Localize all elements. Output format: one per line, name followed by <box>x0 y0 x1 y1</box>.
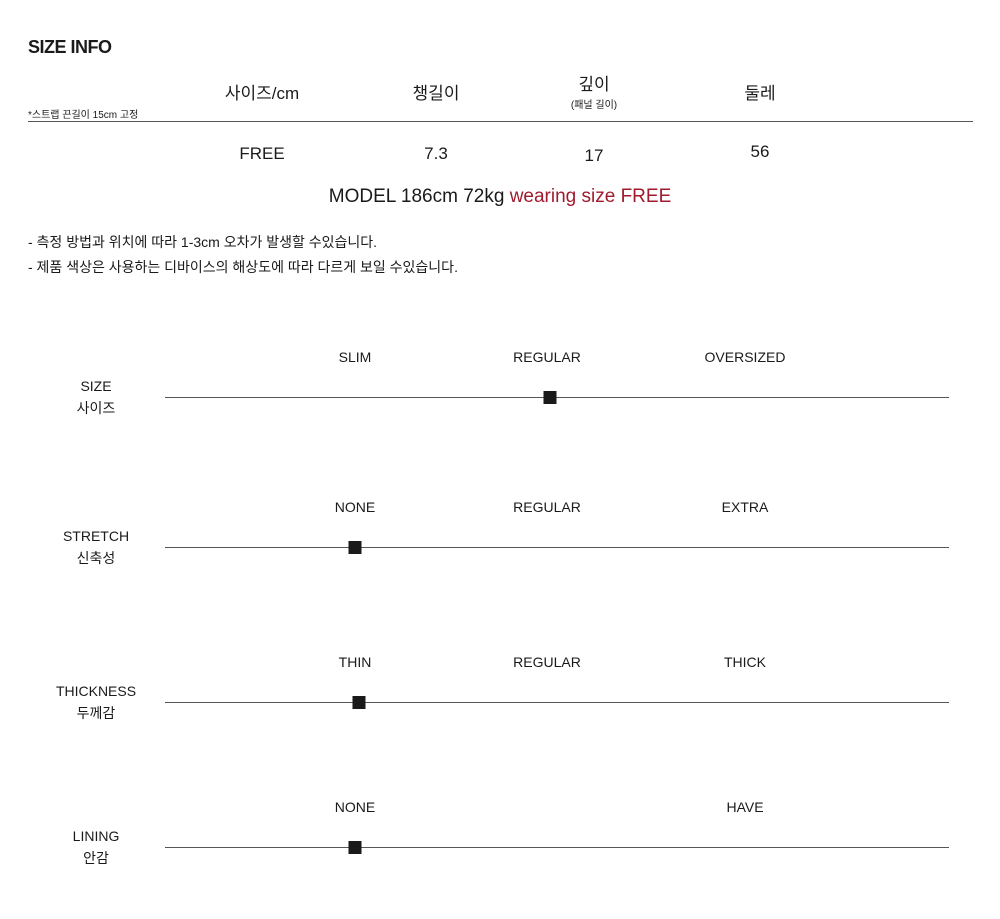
scale-name-ko: 신축성 <box>76 550 116 566</box>
page-title: SIZE INFO <box>28 37 112 57</box>
header-size: 사이즈/cm <box>225 79 299 104</box>
scale-track <box>165 547 949 548</box>
scale-name: SIZE 사이즈 <box>31 375 161 419</box>
scale-label: NONE <box>334 799 376 815</box>
scale-marker <box>543 391 557 404</box>
scale-name-ko: 두께감 <box>76 705 116 721</box>
scale-name-en: THICKNESS <box>55 683 137 699</box>
scale-name-en: LINING <box>72 828 120 844</box>
scale-stretch: STRETCH 신축성 NONE REGULAR EXTRA <box>0 499 1000 619</box>
scale-lining: LINING 안감 NONE HAVE <box>0 799 1000 919</box>
scale-thickness: THICKNESS 두께감 THIN REGULAR THICK <box>0 654 1000 774</box>
header-brim: 챙길이 <box>413 79 460 104</box>
cell-brim: 7.3 <box>424 144 448 163</box>
cell-depth: 17 <box>584 146 604 165</box>
scale-label: REGULAR <box>513 499 581 515</box>
scale-name-en: STRETCH <box>62 528 130 544</box>
scale-label: EXTRA <box>721 499 769 515</box>
disclaimer: - 측정 방법과 위치에 따라 1-3cm 오차가 발생할 수있습니다. <box>28 234 378 250</box>
scale-name-en: SIZE <box>80 378 112 394</box>
scale-marker <box>348 541 362 554</box>
scale-label: REGULAR <box>513 349 581 365</box>
cell-size: FREE <box>239 144 285 163</box>
header-circumference: 둘레 <box>744 79 775 104</box>
cell-circumference: 56 <box>750 142 770 161</box>
header-label: 사이즈/cm <box>224 84 300 103</box>
model-stats: MODEL 186cm 72kg <box>328 186 505 207</box>
scale-track <box>165 847 949 848</box>
scale-name-ko: 안감 <box>83 850 109 866</box>
scale-name: LINING 안감 <box>31 825 161 869</box>
header-depth: 깊이 (패널 길이) <box>571 70 617 111</box>
scale-label: OVERSIZED <box>704 349 786 365</box>
model-info: MODEL 186cm 72kg wearing size FREE <box>0 186 1000 208</box>
scale-marker <box>348 841 362 854</box>
scale-name: STRETCH 신축성 <box>31 525 161 569</box>
scale-label: THIN <box>338 654 372 670</box>
scale-marker <box>352 696 366 709</box>
scale-label: THICK <box>724 654 766 670</box>
scale-label: HAVE <box>726 799 764 815</box>
scale-track <box>165 397 949 398</box>
scale-name: THICKNESS 두께감 <box>31 680 161 724</box>
scale-name-ko: 사이즈 <box>76 400 116 416</box>
header-label: 챙길이 <box>412 84 460 103</box>
scale-size: SIZE 사이즈 SLIM REGULAR OVERSIZED <box>0 349 1000 469</box>
header-label: 깊이 <box>578 75 610 94</box>
strap-note: *스트랩 끈길이 15cm 고정 <box>28 110 139 121</box>
disclaimer: - 제품 색상은 사용하는 디바이스의 해상도에 따라 다르게 보일 수있습니다… <box>28 259 458 275</box>
table-divider <box>28 121 973 122</box>
header-sublabel: (패널 길이) <box>570 100 618 111</box>
scale-label: SLIM <box>338 349 372 365</box>
scale-track <box>165 702 949 703</box>
scale-label: REGULAR <box>513 654 581 670</box>
header-label: 둘레 <box>744 84 776 103</box>
model-wearing-size: wearing size FREE <box>509 186 672 207</box>
scale-label: NONE <box>334 499 376 515</box>
